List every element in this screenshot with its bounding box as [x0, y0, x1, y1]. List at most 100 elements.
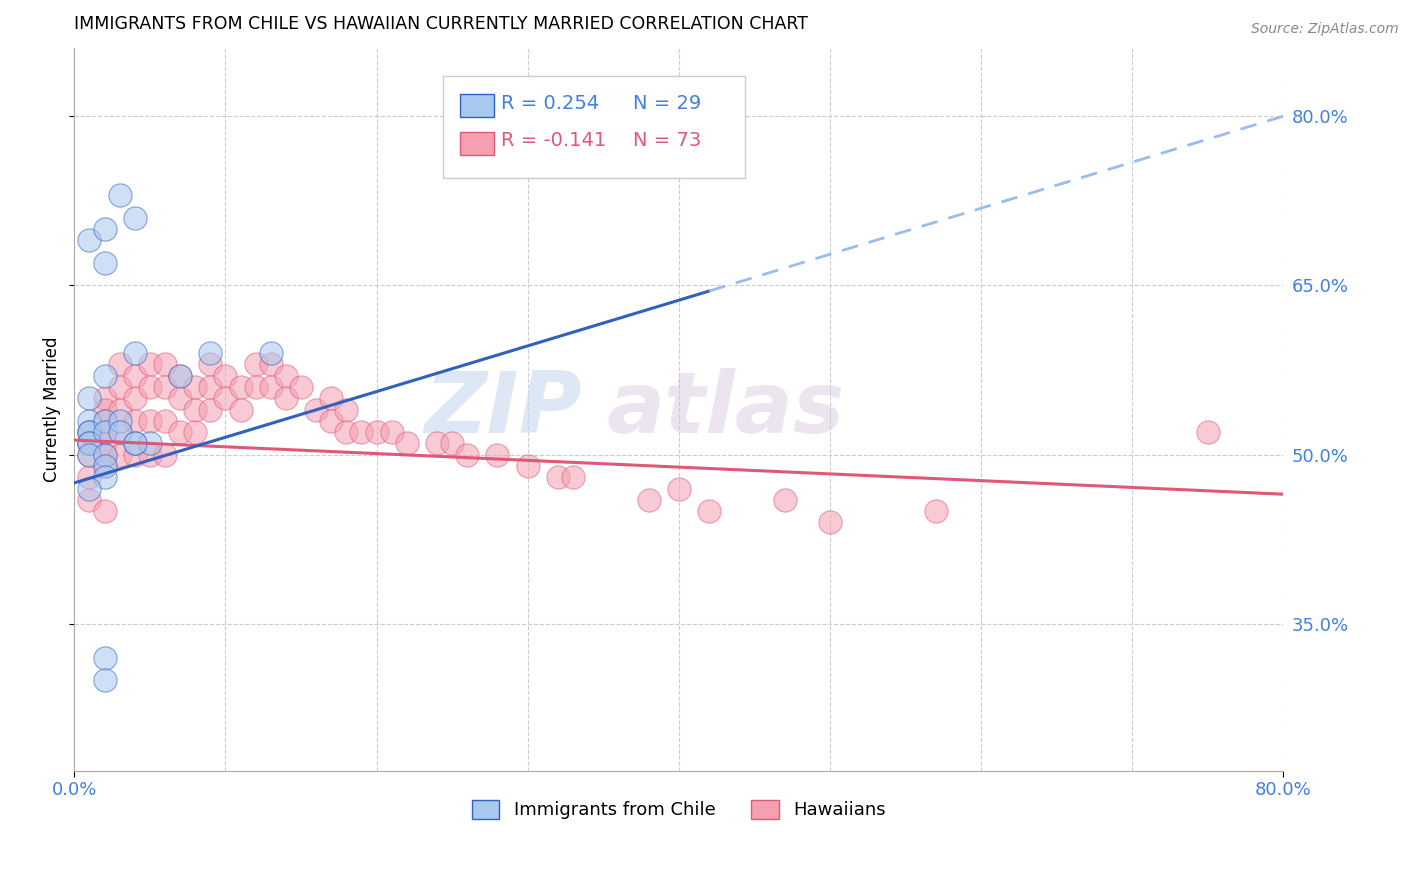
Point [108, 425, 131, 439]
Point [79, 492, 101, 507]
Point [93, 222, 115, 236]
Point [486, 448, 509, 462]
Point [93, 256, 115, 270]
Point [697, 504, 720, 518]
Point [93, 458, 115, 473]
Point [668, 482, 690, 496]
Point [184, 380, 207, 394]
Point [108, 414, 131, 428]
Text: N = 29: N = 29 [633, 94, 702, 113]
Point [305, 402, 328, 417]
Point [79, 436, 101, 450]
Point [79, 233, 101, 247]
Point [79, 425, 101, 439]
Text: IMMIGRANTS FROM CHILE VS HAWAIIAN CURRENTLY MARRIED CORRELATION CHART: IMMIGRANTS FROM CHILE VS HAWAIIAN CURREN… [75, 15, 808, 33]
Point [562, 470, 585, 484]
Point [153, 414, 176, 428]
Point [108, 380, 131, 394]
Point [139, 436, 162, 450]
Point [169, 368, 191, 383]
Point [79, 470, 101, 484]
Point [426, 436, 449, 450]
Point [79, 392, 101, 406]
Point [93, 368, 115, 383]
Point [93, 425, 115, 439]
Point [93, 436, 115, 450]
Point [124, 448, 146, 462]
Text: ZIP: ZIP [425, 368, 582, 451]
Point [93, 458, 115, 473]
Point [108, 402, 131, 417]
Point [124, 392, 146, 406]
Text: N = 73: N = 73 [633, 131, 702, 151]
Point [350, 425, 373, 439]
Point [79, 448, 101, 462]
Point [93, 504, 115, 518]
Point [93, 448, 115, 462]
Point [93, 414, 115, 428]
Point [124, 346, 146, 360]
Point [229, 380, 252, 394]
Point [79, 436, 101, 450]
Point [395, 436, 418, 450]
Point [93, 470, 115, 484]
Point [108, 188, 131, 202]
Point [93, 650, 115, 665]
Point [169, 425, 191, 439]
Point [153, 380, 176, 394]
Point [139, 414, 162, 428]
Point [79, 482, 101, 496]
Point [245, 380, 267, 394]
Point [108, 425, 131, 439]
Point [169, 392, 191, 406]
Point [290, 380, 312, 394]
Point [93, 402, 115, 417]
Point [124, 368, 146, 383]
Point [335, 425, 357, 439]
Point [79, 425, 101, 439]
Point [321, 392, 343, 406]
Point [274, 392, 297, 406]
Point [79, 448, 101, 462]
Point [925, 504, 948, 518]
Point [335, 402, 357, 417]
Point [456, 448, 478, 462]
Point [200, 402, 222, 417]
Point [153, 358, 176, 372]
Point [139, 358, 162, 372]
Point [153, 448, 176, 462]
Point [200, 346, 222, 360]
Point [245, 358, 267, 372]
Point [547, 470, 569, 484]
Point [1197, 425, 1219, 439]
Point [184, 425, 207, 439]
Point [93, 425, 115, 439]
Legend: Immigrants from Chile, Hawaiians: Immigrants from Chile, Hawaiians [465, 793, 893, 827]
Point [93, 392, 115, 406]
Point [93, 673, 115, 688]
Point [366, 425, 388, 439]
Point [516, 458, 538, 473]
Point [260, 358, 283, 372]
Point [274, 368, 297, 383]
Point [441, 436, 464, 450]
Point [124, 436, 146, 450]
Point [139, 380, 162, 394]
Point [200, 380, 222, 394]
Point [818, 516, 841, 530]
Point [108, 358, 131, 372]
Text: R = 0.254: R = 0.254 [501, 94, 599, 113]
Point [93, 448, 115, 462]
Point [260, 346, 283, 360]
Text: Source: ZipAtlas.com: Source: ZipAtlas.com [1251, 22, 1399, 37]
Point [79, 414, 101, 428]
Point [79, 425, 101, 439]
Point [139, 448, 162, 462]
Point [184, 402, 207, 417]
Text: R = -0.141: R = -0.141 [501, 131, 606, 151]
Point [637, 492, 659, 507]
Point [773, 492, 796, 507]
Point [79, 436, 101, 450]
Point [124, 436, 146, 450]
Y-axis label: Currently Married: Currently Married [44, 337, 60, 483]
